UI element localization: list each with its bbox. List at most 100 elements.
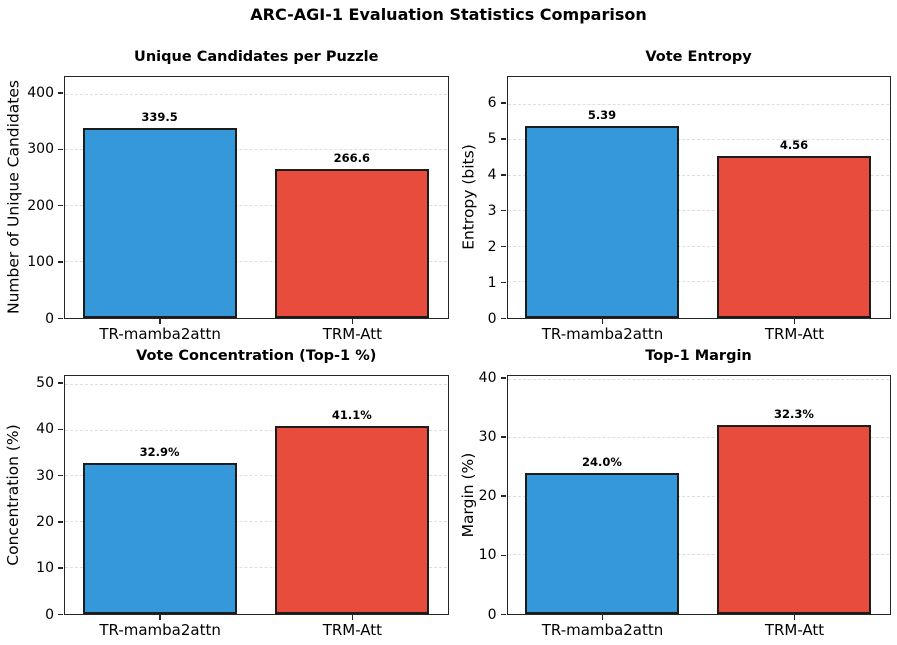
subplot-title-vote-entropy: Vote Entropy	[645, 49, 752, 65]
x-tick-mark	[159, 318, 161, 324]
y-tick-mark	[500, 613, 506, 616]
subplot-title-unique-candidates: Unique Candidates per Puzzle	[134, 49, 379, 65]
bar-TRM-Att	[274, 169, 429, 318]
x-tick-mark	[351, 318, 354, 324]
gridline	[507, 245, 889, 247]
y-tick-label: 100	[27, 254, 54, 271]
x-tick-label: TR-mamba2attn	[99, 324, 221, 343]
x-tick-mark	[159, 614, 161, 620]
y-tick-label: 30	[478, 429, 497, 446]
y-tick-mark	[500, 281, 506, 284]
gridline	[507, 139, 889, 141]
bar-TRM-Att	[717, 424, 871, 614]
y-tick-mark	[500, 174, 506, 176]
y-tick-label: 200	[27, 197, 54, 214]
gridline	[65, 260, 447, 262]
y-tick-label: 0	[487, 310, 497, 327]
y-tick-label: 40	[36, 421, 54, 438]
y-tick-label: 0	[45, 310, 54, 327]
x-tick-mark	[601, 614, 604, 620]
y-tick-mark	[58, 261, 63, 263]
y-tick-mark	[500, 495, 506, 497]
bar-TR-mamba2attn	[525, 126, 679, 318]
gridline	[507, 103, 889, 105]
bar-TR-mamba2attn	[82, 128, 237, 318]
y-tick-label: 5	[487, 130, 497, 147]
y-tick-mark	[58, 521, 63, 523]
value-label: 32.3%	[774, 406, 814, 421]
y-tick-label: 30	[36, 467, 54, 484]
y-tick-label: 20	[36, 513, 54, 530]
y-tick-mark	[58, 148, 63, 151]
bar-TRM-Att	[717, 155, 871, 318]
y-tick-mark	[58, 474, 63, 477]
x-tick-label: TRM-Att	[322, 324, 383, 343]
x-tick-label: TRM-Att	[322, 620, 383, 639]
gridline	[65, 93, 447, 95]
gridline	[507, 210, 889, 212]
bar-TRM-Att	[274, 425, 429, 614]
value-label: 24.0%	[582, 455, 622, 470]
gridline	[65, 205, 447, 207]
x-tick-mark	[793, 318, 796, 324]
y-tick-label: 50	[36, 375, 54, 392]
y-tick-mark	[58, 428, 63, 431]
x-tick-label: TR-mamba2attn	[99, 620, 221, 639]
gridline	[507, 554, 889, 556]
y-tick-mark	[500, 436, 506, 438]
bar-TR-mamba2attn	[82, 463, 237, 614]
subplot-title-top1-margin: Top-1 Margin	[645, 348, 752, 364]
figure-title: ARC-AGI-1 Evaluation Statistics Comparis…	[250, 5, 647, 24]
plot-area-unique-candidates: 339.5 266.6	[64, 76, 449, 319]
y-tick-label: 40	[478, 369, 497, 386]
y-tick-label: 300	[27, 141, 54, 158]
y-tick-mark	[500, 317, 506, 320]
x-tick-label: TR-mamba2attn	[541, 620, 664, 639]
y-tick-label: 4	[487, 166, 497, 183]
gridline	[65, 475, 447, 477]
plot-area-vote-concentration: 32.9% 41.1%	[64, 375, 449, 615]
x-tick-label: TR-mamba2attn	[541, 324, 664, 343]
gridline	[507, 437, 889, 439]
y-tick-label: 10	[36, 560, 54, 577]
gridline	[507, 495, 889, 497]
x-tick-mark	[793, 614, 796, 620]
y-tick-label: 400	[27, 84, 54, 101]
y-tick-mark	[58, 567, 63, 569]
value-label: 339.5	[141, 110, 178, 125]
y-tick-label: 6	[487, 94, 497, 111]
y-tick-label: 2	[487, 238, 497, 255]
x-tick-mark	[351, 614, 354, 620]
gridline	[65, 566, 447, 568]
plot-area-top1-margin: 24.0% 32.3%	[506, 375, 891, 615]
x-tick-mark	[601, 318, 604, 324]
y-tick-mark	[500, 245, 506, 248]
y-tick-mark	[58, 613, 63, 616]
y-tick-mark	[500, 554, 506, 557]
y-tick-mark	[500, 377, 506, 379]
y-tick-label: 1	[487, 274, 497, 291]
value-label: 5.39	[587, 108, 617, 123]
value-label: 4.56	[779, 137, 809, 152]
y-tick-mark	[58, 317, 63, 320]
gridline	[507, 378, 889, 380]
gridline	[507, 174, 889, 176]
y-tick-label: 3	[487, 202, 497, 219]
plot-area-vote-entropy: 5.39 4.56	[506, 76, 891, 319]
subplot-title-vote-concentration: Vote Concentration (Top-1 %)	[136, 348, 377, 364]
gridline	[65, 521, 447, 523]
gridline	[65, 429, 447, 431]
y-tick-label: 10	[478, 547, 497, 564]
y-axis-label-vote-concentration: Concentration (%)	[4, 424, 22, 566]
value-label: 266.6	[333, 151, 371, 166]
x-tick-label: TRM-Att	[764, 324, 825, 343]
y-tick-mark	[58, 204, 63, 207]
y-tick-label: 0	[45, 606, 54, 623]
value-label: 32.9%	[139, 445, 180, 460]
bar-TR-mamba2attn	[525, 473, 679, 614]
y-tick-mark	[58, 92, 63, 94]
y-tick-mark	[500, 209, 506, 212]
value-label: 41.1%	[331, 407, 372, 422]
y-tick-mark	[58, 382, 63, 384]
